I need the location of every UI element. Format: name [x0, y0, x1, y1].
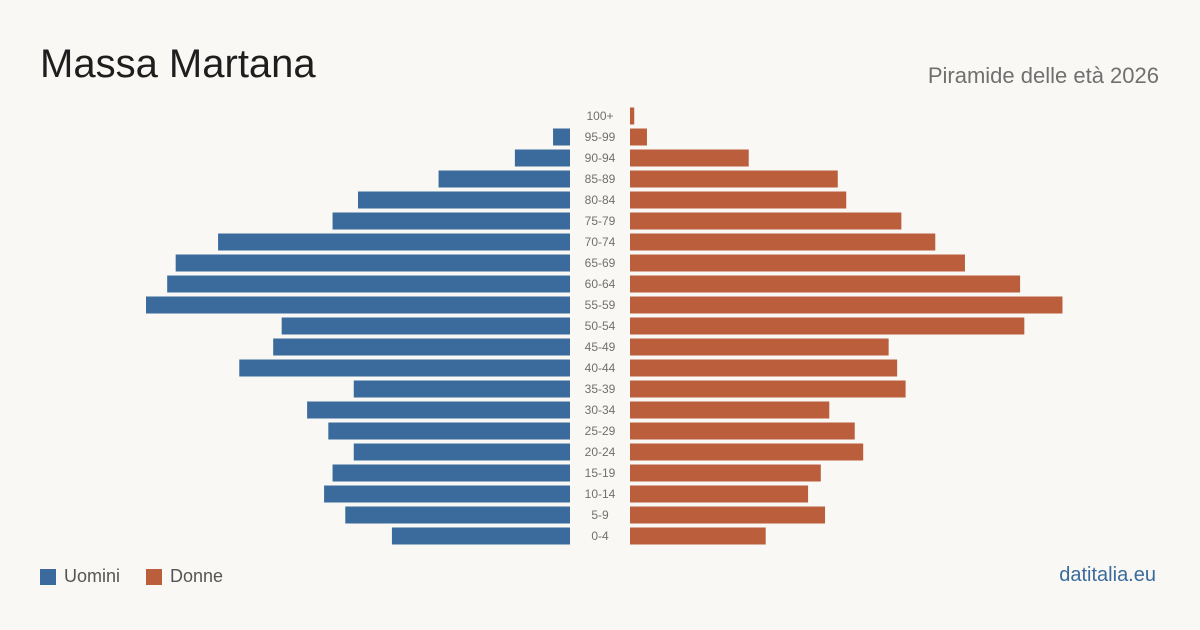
bar-women-65-69 [630, 254, 965, 272]
bar-men-40-44 [239, 359, 570, 377]
age-label-45-49: 45-49 [585, 340, 616, 354]
age-label-5-9: 5-9 [591, 508, 609, 522]
bar-men-70-74 [218, 233, 570, 251]
age-label-0-4: 0-4 [591, 529, 609, 543]
bar-women-5-9 [630, 506, 826, 524]
age-label-85-89: 85-89 [585, 172, 616, 186]
chart-title: Massa Martana [40, 42, 316, 86]
age-label-80-84: 80-84 [585, 193, 616, 207]
age-label-75-79: 75-79 [585, 214, 616, 228]
age-label-15-19: 15-19 [585, 466, 616, 480]
bar-women-95-99 [630, 128, 647, 146]
bar-men-5-9 [345, 506, 570, 524]
bar-men-55-59 [146, 296, 570, 314]
bar-women-100plus [630, 107, 635, 125]
bar-men-15-19 [332, 464, 570, 482]
bar-men-65-69 [175, 254, 570, 272]
bar-women-25-29 [630, 422, 855, 440]
age-label-90-94: 90-94 [585, 151, 616, 165]
bar-men-45-49 [273, 338, 570, 356]
bar-men-20-24 [353, 443, 570, 461]
legend-swatch-men [40, 568, 56, 585]
bar-men-60-64 [167, 275, 570, 293]
age-label-35-39: 35-39 [585, 382, 616, 396]
age-label-65-69: 65-69 [585, 256, 616, 270]
bar-men-75-79 [332, 212, 570, 230]
bar-men-25-29 [328, 422, 570, 440]
age-label-50-54: 50-54 [585, 319, 616, 333]
bar-women-15-19 [630, 464, 821, 482]
bar-women-30-34 [630, 401, 830, 419]
age-label-40-44: 40-44 [585, 361, 616, 375]
bar-women-90-94 [630, 149, 749, 167]
bar-men-10-14 [324, 485, 570, 503]
bar-women-40-44 [630, 359, 898, 377]
age-label-60-64: 60-64 [585, 277, 616, 291]
bar-men-80-84 [358, 191, 570, 209]
bar-women-20-24 [630, 443, 864, 461]
age-label-20-24: 20-24 [585, 445, 616, 459]
age-label-30-34: 30-34 [585, 403, 616, 417]
age-label-10-14: 10-14 [585, 487, 616, 501]
bar-women-70-74 [630, 233, 936, 251]
legend-item-women: Donne [146, 566, 223, 587]
bar-women-75-79 [630, 212, 902, 230]
chart-subtitle: Piramide delle età 2026 [927, 63, 1159, 88]
bar-men-85-89 [438, 170, 570, 188]
bar-men-95-99 [553, 128, 570, 146]
bar-men-90-94 [514, 149, 570, 167]
age-label-25-29: 25-29 [585, 424, 616, 438]
legend-swatch-women [146, 568, 163, 585]
bar-women-35-39 [630, 380, 906, 398]
bar-women-60-64 [630, 275, 1021, 293]
bar-women-85-89 [630, 170, 838, 188]
age-label-70-74: 70-74 [585, 235, 616, 249]
legend-label-women: Donne [170, 566, 224, 586]
age-label-100plus: 100+ [586, 109, 613, 123]
brand-link[interactable]: datitalia.eu [1059, 564, 1156, 586]
bar-men-50-54 [281, 317, 570, 335]
legend-item-men: Uomini [40, 566, 120, 587]
bar-men-0-4 [391, 527, 570, 545]
legend: Uomini Donne [40, 566, 249, 587]
bar-women-10-14 [630, 485, 809, 503]
bar-women-45-49 [630, 338, 889, 356]
bar-women-55-59 [630, 296, 1063, 314]
bar-women-0-4 [630, 527, 766, 545]
legend-label-men: Uomini [64, 566, 121, 586]
bar-women-80-84 [630, 191, 847, 209]
bar-men-30-34 [307, 401, 570, 419]
age-label-95-99: 95-99 [585, 130, 616, 144]
age-label-55-59: 55-59 [585, 298, 616, 312]
bar-women-50-54 [630, 317, 1025, 335]
bar-men-35-39 [353, 380, 570, 398]
